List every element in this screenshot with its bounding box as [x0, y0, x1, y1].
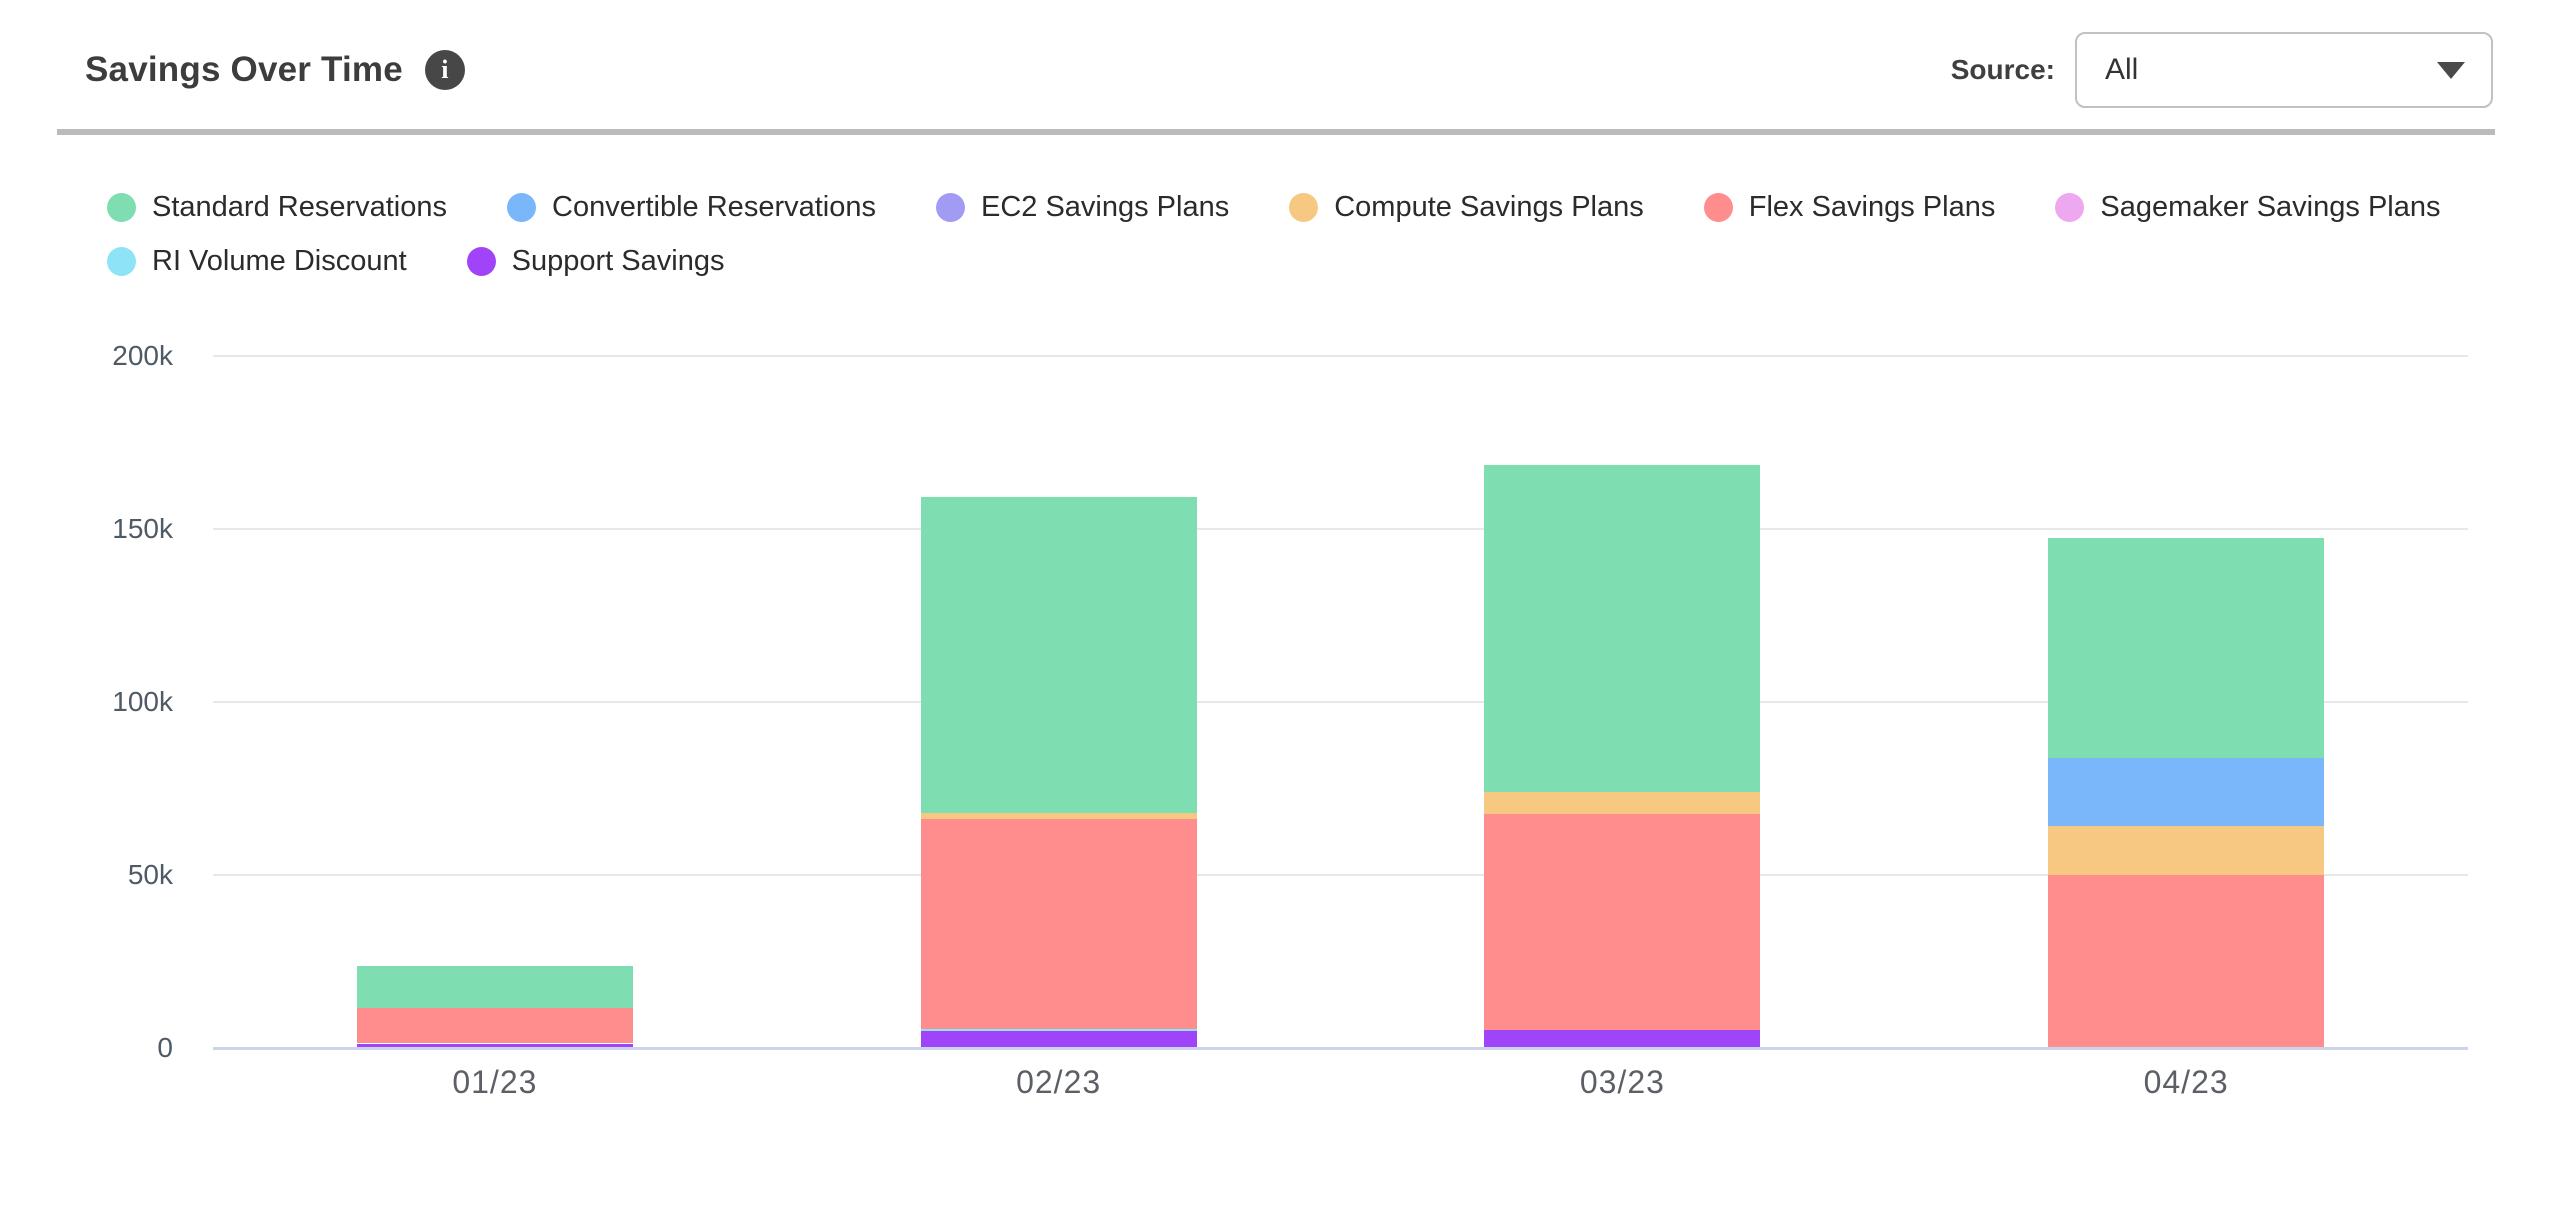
legend-item-flex-savings-plans[interactable]: Flex Savings Plans: [1703, 186, 1996, 228]
x-axis-line: [213, 1047, 2468, 1050]
legend-swatch-icon: [1289, 192, 1319, 222]
chart-legend: Standard Reservations Convertible Reserva…: [107, 186, 2467, 282]
x-axis-label-02-23: 02/23: [1016, 1064, 1102, 1100]
y-axis-tick-200k: 200k: [112, 340, 173, 371]
x-axis-label-04-23: 04/23: [2143, 1064, 2229, 1100]
legend-item-label: Sagemaker Savings Plans: [2100, 190, 2441, 223]
bar-03-23-segment-standard-reservations[interactable]: [1484, 464, 1761, 792]
x-axis-label-03-23: 03/23: [1579, 1064, 1665, 1100]
source-label: Source:: [1950, 54, 2055, 85]
gridline-50k: [213, 874, 2468, 876]
legend-item-ec2-savings-plans[interactable]: EC2 Savings Plans: [935, 186, 1230, 228]
legend-swatch-icon: [107, 192, 136, 222]
legend-item-convertible-reservations[interactable]: Convertible Reservations: [507, 186, 876, 228]
legend-item-sagemaker-savings-plans[interactable]: Sagemaker Savings Plans: [2055, 186, 2441, 228]
legend-swatch-icon: [1703, 192, 1733, 222]
legend-swatch-icon: [466, 246, 496, 276]
legend-item-support-savings[interactable]: Support Savings: [466, 240, 725, 282]
legend-item-ri-volume-discount[interactable]: RI Volume Discount: [107, 240, 407, 282]
legend-item-label: Support Savings: [511, 244, 725, 277]
bar-02-23-segment-support-savings[interactable]: [920, 1031, 1197, 1048]
bar-02-23-segment-flex-savings-plans[interactable]: [920, 818, 1197, 1029]
legend-item-label: EC2 Savings Plans: [980, 190, 1230, 223]
legend-swatch-icon: [2055, 192, 2085, 222]
x-axis-label-01-23: 01/23: [452, 1064, 538, 1100]
bar-03-23-segment-support-savings[interactable]: [1484, 1030, 1761, 1048]
source-select[interactable]: All: [2075, 32, 2493, 108]
panel-header: Savings Over Time i: [85, 36, 465, 104]
info-icon[interactable]: i: [424, 50, 465, 90]
gridline-100k: [213, 701, 2468, 703]
bar-04-23-segment-flex-savings-plans[interactable]: [2048, 875, 2325, 1048]
legend-item-label: Convertible Reservations: [552, 190, 876, 223]
y-axis-tick-150k: 150k: [112, 513, 173, 544]
source-control: Source: All: [1951, 32, 2493, 108]
legend-item-label: RI Volume Discount: [152, 244, 407, 277]
bar-01-23-segment-support-savings[interactable]: [356, 1043, 633, 1048]
bar-01-23-segment-flex-savings-plans[interactable]: [356, 1008, 633, 1044]
bar-02-23-segment-compute-savings-plans[interactable]: [920, 812, 1197, 819]
y-axis-tick-100k: 100k: [112, 686, 173, 717]
bar-04-23-segment-compute-savings-plans[interactable]: [2048, 825, 2325, 875]
legend-item-label: Compute Savings Plans: [1334, 190, 1644, 223]
legend-item-compute-savings-plans[interactable]: Compute Savings Plans: [1289, 186, 1644, 228]
source-select-value: All: [2105, 53, 2139, 86]
bar-04-23-segment-standard-reservations[interactable]: [2048, 537, 2325, 759]
page-title: Savings Over Time: [85, 50, 403, 89]
header-divider: [57, 129, 2495, 135]
y-axis-tick-0: 0: [157, 1032, 173, 1063]
bar-02-23-segment-ri-volume-discount[interactable]: [920, 1028, 1197, 1032]
bar-03-23-segment-compute-savings-plans[interactable]: [1484, 791, 1761, 814]
bar-01-23-segment-standard-reservations[interactable]: [356, 966, 633, 1009]
legend-swatch-icon: [507, 192, 536, 222]
bar-04-23-segment-convertible-reservations[interactable]: [2048, 758, 2325, 826]
bar-02-23-segment-standard-reservations[interactable]: [920, 497, 1197, 813]
legend-item-standard-reservations[interactable]: Standard Reservations: [107, 186, 447, 228]
bar-03-23-segment-flex-savings-plans[interactable]: [1484, 813, 1761, 1030]
gridline-200k: [213, 355, 2468, 357]
gridline-150k: [213, 528, 2468, 530]
legend-item-label: Flex Savings Plans: [1748, 190, 1996, 223]
y-axis-tick-50k: 50k: [127, 859, 173, 890]
legend-swatch-icon: [935, 192, 965, 222]
legend-swatch-icon: [107, 246, 136, 276]
legend-item-label: Standard Reservations: [152, 190, 447, 223]
chevron-down-icon: [2437, 61, 2465, 79]
